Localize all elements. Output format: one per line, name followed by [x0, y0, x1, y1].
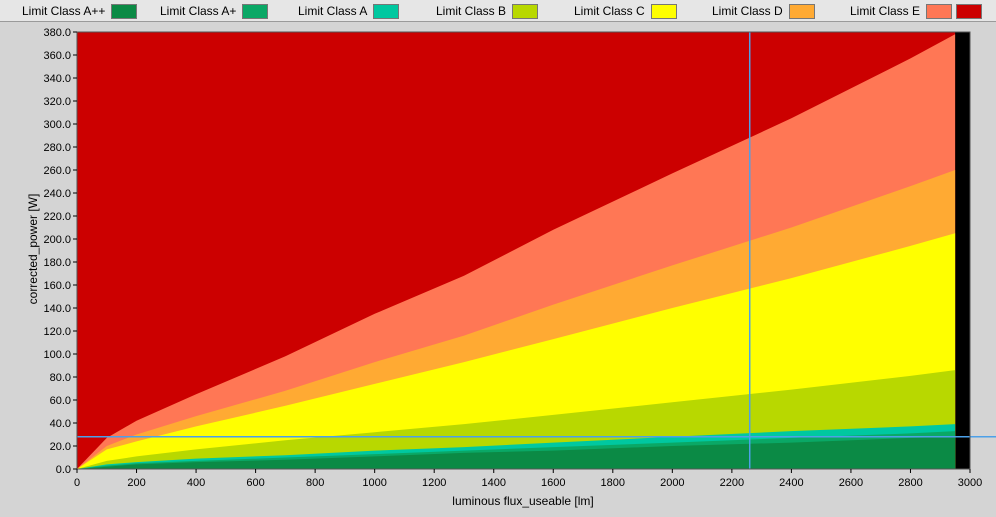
legend-item[interactable]: Limit Class A+ [160, 0, 269, 22]
x-axis: 0 200 400 600 800 1000 1200 1400 1600 1800 2000 220… [74, 469, 982, 489]
legend-item[interactable]: Limit Class B [436, 0, 539, 22]
legend-swatch-icon [373, 3, 400, 19]
legend-item[interactable] [950, 0, 982, 22]
x-tick-label: 600 [246, 477, 264, 489]
legend-label: Limit Class C [574, 4, 645, 18]
plot-area [76, 31, 996, 470]
x-tick-label: 2600 [839, 477, 863, 489]
x-tick-label: 400 [187, 477, 205, 489]
x-tick-label: 2400 [779, 477, 803, 489]
legend-label: Limit Class E [850, 4, 921, 18]
x-axis-label: luminous flux_useable [lm] [452, 494, 593, 508]
legend-swatch-icon [956, 3, 982, 19]
y-axis-label: corrected_power [W] [26, 194, 40, 305]
y-tick-label: 380.0 [43, 27, 71, 39]
chart-legend: Limit Class A++ Limit Class A+ Limit Class… [0, 0, 996, 22]
x-tick-label: 200 [127, 477, 145, 489]
y-tick-label: 180.0 [43, 257, 71, 269]
area-band-6 [77, 436, 956, 469]
y-tick-label: 260.0 [43, 165, 71, 177]
x-tick-label: 0 [74, 477, 80, 489]
legend-item[interactable]: Limit Class D [712, 0, 815, 22]
y-tick-label: 320.0 [43, 96, 71, 108]
legend-swatch-icon [242, 3, 269, 19]
x-tick-label: 1200 [422, 477, 446, 489]
y-tick-label: 220.0 [43, 211, 71, 223]
x-tick-label: 2200 [720, 477, 744, 489]
legend-swatch-icon [111, 3, 138, 19]
legend-label: Limit Class A+ [160, 4, 237, 18]
y-tick-label: 120.0 [43, 326, 71, 338]
y-tick-label: 360.0 [43, 50, 71, 62]
y-tick-label: 160.0 [43, 280, 71, 292]
y-tick-label: 140.0 [43, 303, 71, 315]
legend-swatch-icon [512, 3, 539, 19]
x-tick-label: 2000 [660, 477, 684, 489]
legend-label: Limit Class D [712, 4, 783, 18]
plot-frame: 0.0 20.0 40.0 60.0 80.0 100.0 120.0 140.0 160.0 1… [0, 22, 996, 513]
legend-item[interactable]: Limit Class A++ [22, 0, 138, 22]
y-tick-label: 200.0 [43, 234, 71, 246]
legend-swatch-icon [926, 3, 953, 19]
legend-swatch-icon [650, 3, 677, 19]
legend-item[interactable]: Limit Class E [850, 0, 953, 22]
y-tick-label: 240.0 [43, 188, 71, 200]
y-tick-label: 0.0 [56, 464, 71, 476]
x-tick-label: 1800 [601, 477, 625, 489]
y-axis: 0.0 20.0 40.0 60.0 80.0 100.0 120.0 140.0 160.0 1… [43, 27, 77, 476]
x-tick-label: 3000 [958, 477, 982, 489]
y-tick-label: 340.0 [43, 73, 71, 85]
y-tick-label: 300.0 [43, 119, 71, 131]
chart[interactable]: 0.0 20.0 40.0 60.0 80.0 100.0 120.0 140.0 160.0 1… [0, 22, 996, 513]
legend-label: Limit Class A++ [22, 4, 106, 18]
plot-border [76, 31, 971, 470]
x-tick-label: 1000 [362, 477, 386, 489]
x-tick-label: 2800 [898, 477, 922, 489]
legend-item[interactable]: Limit Class C [574, 0, 677, 22]
y-tick-label: 20.0 [50, 441, 71, 453]
x-tick-label: 1600 [541, 477, 565, 489]
legend-label: Limit Class B [436, 4, 507, 18]
legend-item[interactable]: Limit Class A [298, 0, 400, 22]
y-tick-label: 40.0 [50, 418, 71, 430]
y-tick-label: 100.0 [43, 349, 71, 361]
y-tick-label: 280.0 [43, 142, 71, 154]
y-tick-label: 60.0 [50, 395, 71, 407]
y-tick-label: 80.0 [50, 372, 71, 384]
legend-swatch-icon [788, 3, 815, 19]
x-tick-label: 800 [306, 477, 324, 489]
legend-label: Limit Class A [298, 4, 368, 18]
x-tick-label: 1400 [481, 477, 505, 489]
